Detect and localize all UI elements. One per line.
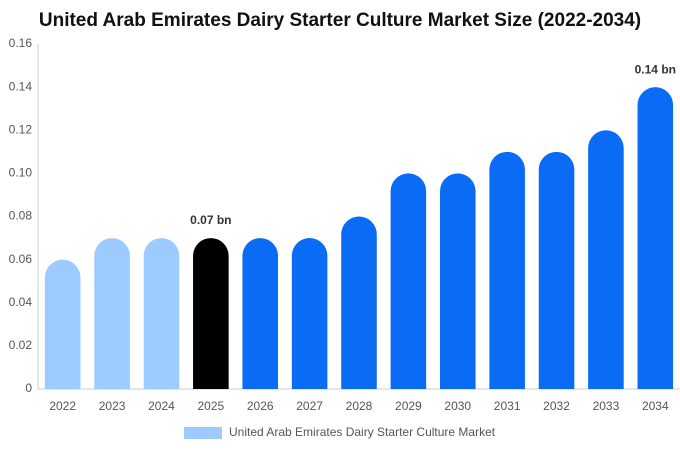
x-tick-label: 2034: [642, 399, 669, 413]
bar: [94, 238, 130, 389]
legend-label: United Arab Emirates Dairy Starter Cultu…: [229, 425, 496, 439]
bar: [588, 130, 624, 389]
bar: [489, 151, 525, 389]
x-tick-label: 2029: [395, 399, 422, 413]
y-tick-label: 0.10: [9, 166, 33, 180]
y-tick-label: 0.08: [9, 209, 33, 223]
bar: [291, 238, 328, 389]
y-tick-label: 0: [25, 381, 32, 395]
data-label: 0.07 bn: [190, 213, 231, 227]
x-tick-label: 2032: [543, 399, 570, 413]
y-tick-label: 0.06: [9, 252, 33, 266]
x-tick-label: 2023: [99, 399, 126, 413]
bar: [538, 151, 575, 389]
bar: [193, 238, 229, 389]
x-tick-label: 2026: [247, 399, 274, 413]
x-tick-label: 2027: [296, 399, 323, 413]
bar: [143, 238, 180, 389]
x-tick-label: 2030: [444, 399, 471, 413]
legend-swatch: [184, 427, 222, 439]
chart-title: United Arab Emirates Dairy Starter Cultu…: [39, 10, 641, 31]
x-tick-label: 2022: [49, 399, 76, 413]
x-tick-label: 2031: [494, 399, 521, 413]
y-tick-label: 0.14: [9, 79, 33, 93]
bar: [44, 259, 81, 389]
y-tick-label: 0.02: [9, 338, 33, 352]
x-tick-label: 2024: [148, 399, 175, 413]
bar: [242, 238, 279, 389]
x-tick-label: 2033: [593, 399, 620, 413]
bar: [439, 173, 476, 389]
y-tick-label: 0.04: [9, 295, 33, 309]
y-tick-label: 0.16: [9, 36, 33, 50]
data-label: 0.14 bn: [635, 62, 676, 76]
y-tick-label: 0.12: [9, 122, 33, 136]
bar: [390, 173, 427, 389]
x-tick-label: 2025: [197, 399, 224, 413]
bar: [341, 216, 377, 389]
bar: [637, 87, 674, 389]
x-tick-label: 2028: [346, 399, 373, 413]
